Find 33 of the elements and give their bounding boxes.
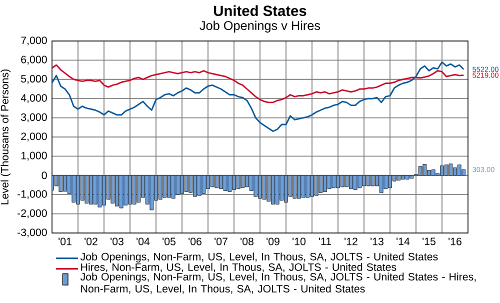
legend-label: Job Openings, Non-Farm, US, Level, In Thous, SA, JOLTS - United States - Hires, Non-Farm, US, Level, In Thous, SA, JOLTS - United States xyxy=(80,272,476,294)
y-tick-label: 2,000 xyxy=(21,132,47,142)
y-tick-label: 0 xyxy=(42,172,47,180)
x-tick-label: '09 xyxy=(266,238,280,246)
x-tick-label: '11 xyxy=(318,238,332,246)
chart-title: United States xyxy=(214,5,306,16)
x-tick-label: '12 xyxy=(344,238,358,246)
y-tick-label: -2,000 xyxy=(18,209,47,218)
y-tick-label: 7,000 xyxy=(21,36,47,46)
x-tick-label: '01 xyxy=(58,238,72,246)
chart-subtitle: Job Openings v Hires xyxy=(200,20,320,33)
y-tick-label: -1,000 xyxy=(18,190,47,199)
x-tick-label: '15 xyxy=(422,238,436,246)
x-tick-label: '16 xyxy=(448,238,462,246)
y-tick-label: 3,000 xyxy=(21,113,47,122)
y-tick-label: 4,000 xyxy=(20,94,47,103)
y-tick-label: 6,000 xyxy=(21,56,47,65)
x-tick-label: '14 xyxy=(396,238,410,246)
y-tick-label: -3,000 xyxy=(18,228,47,238)
y-tick-label: 5,000 xyxy=(21,74,47,84)
x-tick-label: '13 xyxy=(370,238,384,246)
x-tick-label: '04 xyxy=(136,238,150,246)
x-tick-label: '07 xyxy=(214,238,228,246)
x-tick-label: '10 xyxy=(292,238,306,246)
x-tick-label: '03 xyxy=(110,238,124,246)
x-tick-label: '02 xyxy=(84,238,98,246)
legend-label: Hires, Non-Farm, US, Level, In Thous, SA, JOLTS - United States xyxy=(81,263,396,272)
x-tick-label: '05 xyxy=(162,238,176,246)
legend-label: Job Openings, Non-Farm, US, Level, In Thous, SA, JOLTS - United States xyxy=(80,252,438,263)
y-axis-title: Level (Thousans of Persons) xyxy=(0,70,11,204)
x-tick-label: '06 xyxy=(188,238,202,246)
x-tick-label: '08 xyxy=(240,238,254,246)
y-tick-label: 1,000 xyxy=(21,152,47,161)
